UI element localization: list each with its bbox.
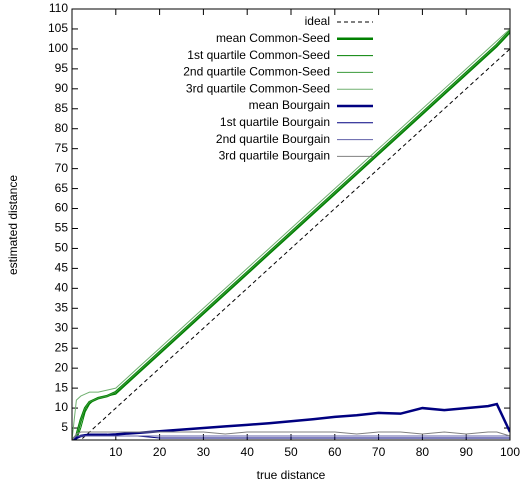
y-tick-label: 45 [55,261,69,275]
y-tick-label: 65 [55,181,69,195]
y-tick-label: 100 [48,41,68,55]
legend-label: 3rd quartile Bourgain [219,149,330,163]
plot-area [72,28,510,440]
x-tick-label: 60 [328,445,342,459]
series-line [72,435,510,440]
x-tick-label: 90 [460,445,474,459]
y-tick-label: 70 [55,161,69,175]
x-tick-label: 50 [284,445,298,459]
y-tick-label: 20 [55,360,69,374]
x-tick-label: 10 [109,445,123,459]
y-tick-label: 85 [55,101,69,115]
x-tick-label: 30 [197,445,211,459]
legend-label: ideal [305,14,330,28]
y-tick-label: 30 [55,320,69,334]
legend-label: 1st quartile Common-Seed [187,48,330,62]
legend-label: 1st quartile Bourgain [220,115,330,129]
y-tick-label: 80 [55,121,69,135]
legend-label: mean Common-Seed [216,31,330,45]
x-tick-label: 40 [241,445,255,459]
y-tick-label: 35 [55,300,69,314]
y-tick-label: 50 [55,241,69,255]
series-line [72,32,510,440]
series-line [72,431,510,440]
y-tick-label: 15 [55,380,69,394]
y-tick-label: 105 [48,21,68,35]
y-tick-label: 25 [55,340,69,354]
y-tick-label: 5 [61,420,68,434]
x-tick-label: 20 [153,445,167,459]
y-tick-label: 60 [55,201,69,215]
y-axis-label: estimated distance [6,175,20,275]
y-tick-label: 95 [55,61,69,75]
x-axis-label: true distance [257,468,326,482]
y-tick-label: 90 [55,81,69,95]
x-tick-label: 70 [372,445,386,459]
series-line [72,30,510,440]
x-tick-label: 80 [416,445,430,459]
y-tick-label: 55 [55,221,69,235]
y-tick-label: 75 [55,141,69,155]
legend-label: 2nd quartile Bourgain [216,132,330,146]
legend-label: mean Bourgain [249,98,330,112]
legend-label: 2nd quartile Common-Seed [183,65,330,79]
y-tick-label: 110 [49,1,68,15]
y-tick-label: 10 [55,400,69,414]
series-line [72,402,510,440]
legend-label: 3rd quartile Common-Seed [186,81,330,95]
y-tick-label: 40 [55,281,69,295]
plot-border [71,8,511,441]
x-tick-label: 100 [500,445,520,459]
series-line [72,28,510,440]
